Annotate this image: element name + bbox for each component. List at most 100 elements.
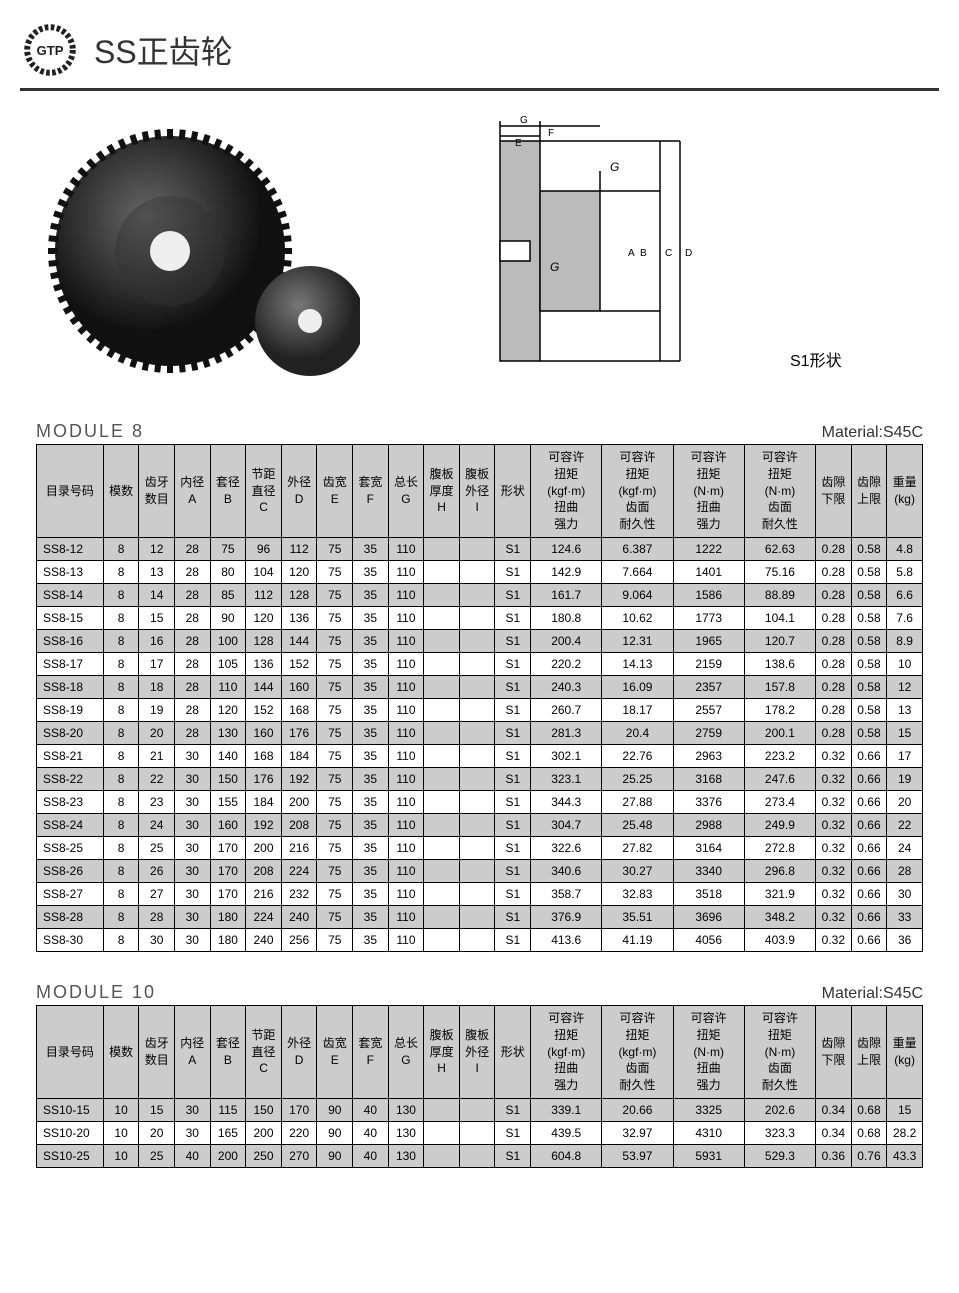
table-cell: 28.2 <box>887 1121 923 1144</box>
table-cell: 100 <box>210 629 246 652</box>
col-header: 内径A <box>175 445 211 538</box>
table-cell: 90 <box>317 1098 353 1121</box>
table-cell: 53.97 <box>602 1144 673 1167</box>
table-cell: S1 <box>495 560 531 583</box>
col-header: 可容许扭矩(kgf·m)扭曲强力 <box>531 1005 602 1098</box>
module8-header: MODULE 8 Material:S45C <box>36 421 923 442</box>
table-cell: 260.7 <box>531 698 602 721</box>
table-cell: 30 <box>175 928 211 951</box>
table-cell <box>424 675 460 698</box>
table-cell: 160 <box>281 675 317 698</box>
table-cell: 30 <box>175 905 211 928</box>
table-cell: 30 <box>175 813 211 836</box>
table-cell: SS8-23 <box>37 790 104 813</box>
table-cell <box>459 560 495 583</box>
table-cell: 281.3 <box>531 721 602 744</box>
table-cell: 0.58 <box>851 629 887 652</box>
table-cell: 8 <box>103 836 139 859</box>
table-cell <box>424 1098 460 1121</box>
table-cell: SS8-21 <box>37 744 104 767</box>
col-header: 可容许扭矩(kgf·m)齿面耐久性 <box>602 445 673 538</box>
table-cell: 90 <box>317 1121 353 1144</box>
table-cell: 75 <box>317 583 353 606</box>
col-header: 形状 <box>495 1005 531 1098</box>
table-cell: 180 <box>210 905 246 928</box>
table-cell: 1586 <box>673 583 744 606</box>
table-cell: 240.3 <box>531 675 602 698</box>
table-cell: 17 <box>887 744 923 767</box>
table-cell: 0.58 <box>851 537 887 560</box>
table-cell: SS8-28 <box>37 905 104 928</box>
table-cell: 130 <box>388 1144 424 1167</box>
table-cell: S1 <box>495 629 531 652</box>
col-header: 节距直径C <box>246 445 282 538</box>
table-cell: 184 <box>246 790 282 813</box>
table-cell <box>424 652 460 675</box>
table-cell <box>459 744 495 767</box>
table-cell: 6.6 <box>887 583 923 606</box>
table-cell: 2963 <box>673 744 744 767</box>
table-cell: 3518 <box>673 882 744 905</box>
table-cell: S1 <box>495 836 531 859</box>
table-cell: 3325 <box>673 1098 744 1121</box>
table-cell: 35 <box>353 836 389 859</box>
table-cell: 13 <box>139 560 175 583</box>
col-header: 套宽F <box>353 445 389 538</box>
table-cell: 15 <box>887 1098 923 1121</box>
table-cell: 128 <box>281 583 317 606</box>
table-cell: 35 <box>353 560 389 583</box>
table-cell: 35 <box>353 629 389 652</box>
table-cell: 32.83 <box>602 882 673 905</box>
table-cell: 30 <box>887 882 923 905</box>
table-cell: 170 <box>281 1098 317 1121</box>
table-cell: 2557 <box>673 698 744 721</box>
table-cell: 10 <box>103 1144 139 1167</box>
table-cell: 0.32 <box>816 905 852 928</box>
table-row: SS8-25825301702002167535110S1322.627.823… <box>37 836 923 859</box>
table-cell: 115 <box>210 1098 246 1121</box>
table-cell: SS8-16 <box>37 629 104 652</box>
col-header: 可容许扭矩(kgf·m)扭曲强力 <box>531 445 602 538</box>
table-cell: 75 <box>317 882 353 905</box>
table-cell: 25 <box>139 836 175 859</box>
table-cell: 110 <box>388 744 424 767</box>
table-cell: 0.32 <box>816 744 852 767</box>
table-cell: 0.66 <box>851 744 887 767</box>
table-cell: S1 <box>495 882 531 905</box>
col-header: 可容许扭矩(N·m)齿面耐久性 <box>744 445 815 538</box>
table-cell <box>459 859 495 882</box>
table-cell: 32.97 <box>602 1121 673 1144</box>
table-cell: SS8-20 <box>37 721 104 744</box>
table-cell: 168 <box>246 744 282 767</box>
table-row: SS10-251025402002502709040130S1604.853.9… <box>37 1144 923 1167</box>
table-cell: 22 <box>139 767 175 790</box>
col-header: 腹板厚度H <box>424 445 460 538</box>
table-cell: 12 <box>887 675 923 698</box>
table-cell: 8 <box>103 606 139 629</box>
table-row: SS8-1581528901201367535110S1180.810.6217… <box>37 606 923 629</box>
table-cell: 110 <box>388 629 424 652</box>
gear-photo <box>40 111 360 391</box>
table-cell: 35.51 <box>602 905 673 928</box>
table-cell: 0.66 <box>851 859 887 882</box>
col-header: 齿牙数目 <box>139 445 175 538</box>
table-cell <box>459 767 495 790</box>
table-cell: 0.34 <box>816 1121 852 1144</box>
table-cell: 165 <box>210 1121 246 1144</box>
table-cell: SS8-18 <box>37 675 104 698</box>
table-cell: 208 <box>246 859 282 882</box>
col-header: 腹板外径I <box>459 445 495 538</box>
table-cell <box>424 905 460 928</box>
table-cell: SS8-15 <box>37 606 104 629</box>
table-cell: 302.1 <box>531 744 602 767</box>
table-cell: S1 <box>495 767 531 790</box>
table-cell: 105 <box>210 652 246 675</box>
table-cell: 110 <box>388 813 424 836</box>
table-cell: 0.76 <box>851 1144 887 1167</box>
table-cell: 110 <box>388 790 424 813</box>
table-cell: 20.4 <box>602 721 673 744</box>
table-cell: 0.68 <box>851 1121 887 1144</box>
col-header: 目录号码 <box>37 445 104 538</box>
table-cell: 85 <box>210 583 246 606</box>
col-header: 齿隙上限 <box>851 1005 887 1098</box>
